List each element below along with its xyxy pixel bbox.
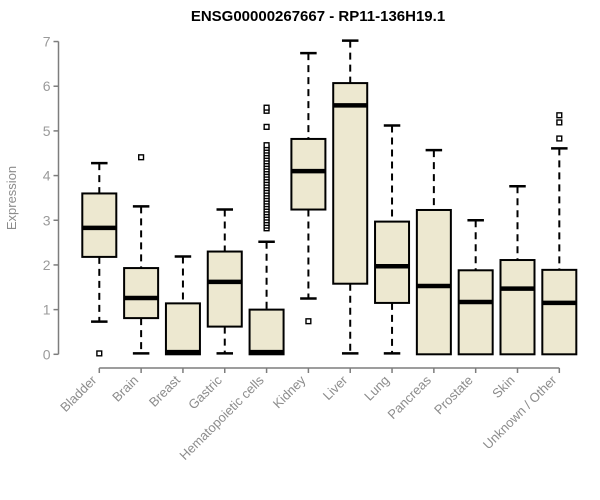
outlier-unknown-other (556, 112, 563, 119)
category-label-prostate: Prostate (431, 373, 476, 418)
outlier-unknown-other (556, 119, 563, 126)
box-brain (123, 267, 160, 320)
outlier-hematopoietic-cells (263, 104, 270, 111)
y-tick-label: 0 (43, 346, 51, 362)
category-label-liver: Liver (320, 372, 351, 403)
box-lung (374, 220, 411, 304)
box-gastric (206, 250, 243, 328)
y-tick-label: 1 (43, 302, 51, 318)
category-label-brain: Brain (109, 373, 141, 405)
category-label-lung: Lung (361, 373, 392, 404)
y-tick-label: 6 (43, 78, 51, 94)
chart-title: ENSG00000267667 - RP11-136H19.1 (190, 8, 446, 25)
y-tick-label: 2 (43, 257, 51, 273)
outlier-unknown-other (556, 135, 563, 142)
category-label-unknown-other: Unknown / Other (480, 372, 560, 452)
box-pancreas (415, 208, 452, 356)
box-hematopoietic-cells (248, 308, 285, 356)
outlier-hematopoietic-cells (263, 142, 270, 149)
category-label-skin: Skin (489, 373, 517, 401)
y-tick-label: 3 (43, 212, 51, 228)
y-tick-label: 4 (43, 168, 51, 184)
category-label-bladder: Bladder (57, 372, 100, 415)
outlier-bladder (96, 350, 103, 357)
box-bladder (81, 192, 118, 258)
outlier-kidney (305, 318, 312, 325)
box-skin (499, 259, 536, 356)
outlier-brain (138, 154, 145, 161)
box-unknown-other (541, 268, 578, 356)
y-tick-label: 7 (43, 34, 51, 50)
category-label-pancreas: Pancreas (385, 372, 435, 422)
box-prostate (457, 269, 494, 356)
outlier-hematopoietic-cells (263, 123, 270, 130)
y-tick-label: 5 (43, 123, 51, 139)
category-label-breast: Breast (146, 372, 183, 409)
box-breast (164, 302, 201, 356)
box-liver (332, 82, 369, 285)
box-kidney (290, 137, 327, 211)
category-label-kidney: Kidney (270, 372, 309, 411)
category-label-gastric: Gastric (185, 372, 225, 412)
